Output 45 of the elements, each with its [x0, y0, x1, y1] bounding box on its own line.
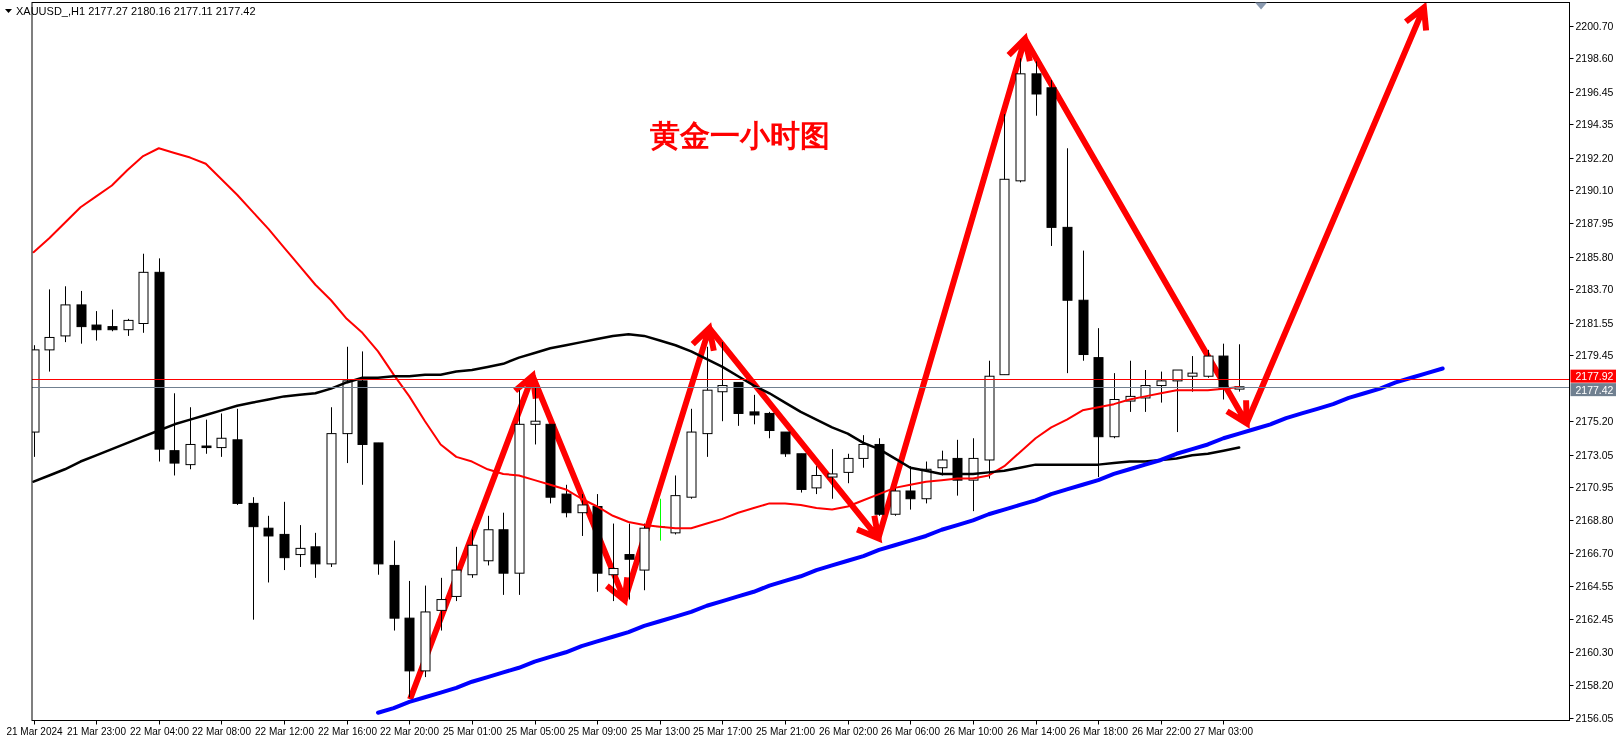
y-tick-label: 2162.45 — [1575, 612, 1614, 625]
y-tick-label: 2192.20 — [1575, 151, 1614, 164]
ref-line-label: 2177.42 — [1575, 383, 1614, 396]
x-tick-label: 26 Mar 18:00 — [1069, 726, 1129, 737]
x-tick-label: 22 Mar 08:00 — [192, 726, 252, 737]
x-tick-label: 26 Mar 06:00 — [881, 726, 941, 737]
y-tick-label: 2185.80 — [1575, 250, 1614, 263]
title: 黄金一小时图 — [649, 117, 830, 153]
y-tick-label: 2196.45 — [1575, 85, 1614, 98]
x-tick-label: 22 Mar 12:00 — [255, 726, 315, 737]
y-tick-label: 2160.30 — [1575, 646, 1614, 659]
y-tick-label: 2164.55 — [1575, 580, 1614, 593]
x-tick-label: 21 Mar 23:00 — [67, 726, 127, 737]
y-tick-label: 2181.55 — [1575, 316, 1614, 329]
x-tick-label: 21 Mar 2024 — [6, 726, 64, 737]
y-tick-label: 2179.45 — [1575, 349, 1614, 362]
y-tick-label: 2200.70 — [1575, 19, 1614, 32]
x-tick-label: 22 Mar 16:00 — [318, 726, 378, 737]
x-tick-label: 22 Mar 20:00 — [380, 726, 440, 737]
x-tick-label: 25 Mar 13:00 — [631, 726, 691, 737]
y-tick-label: 2173.05 — [1575, 448, 1614, 461]
x-tick-label: 25 Mar 21:00 — [756, 726, 816, 737]
y-tick-label: 2170.95 — [1575, 481, 1614, 494]
x-tick-label: 27 Mar 03:00 — [1194, 726, 1254, 737]
x-tick-label: 22 Mar 04:00 — [130, 726, 190, 737]
x-tick-label: 26 Mar 02:00 — [819, 726, 879, 737]
y-tick-label: 2187.95 — [1575, 217, 1614, 230]
x-tick-label: 26 Mar 14:00 — [1007, 726, 1067, 737]
y-tick-label: 2166.70 — [1575, 547, 1614, 560]
y-tick-label: 2194.35 — [1575, 118, 1614, 131]
x-tick-label: 25 Mar 01:00 — [443, 726, 503, 737]
y-tick-label: 2183.70 — [1575, 283, 1614, 296]
x-tick-label: 26 Mar 22:00 — [1132, 726, 1192, 737]
x-tick-label: 26 Mar 10:00 — [944, 726, 1004, 737]
y-tick-label: 2198.60 — [1575, 52, 1614, 65]
y-tick-label: 2156.05 — [1575, 712, 1614, 725]
y-tick-label: 2158.20 — [1575, 678, 1614, 691]
x-tick-label: 25 Mar 09:00 — [568, 726, 628, 737]
x-tick-label: 25 Mar 05:00 — [506, 726, 566, 737]
y-tick-label: 2168.80 — [1575, 514, 1614, 527]
x-tick-label: 25 Mar 17:00 — [693, 726, 753, 737]
ref-line-label: 2177.92 — [1575, 370, 1614, 383]
y-tick-label: 2175.20 — [1575, 415, 1614, 428]
y-tick-label: 2190.10 — [1575, 184, 1614, 197]
annotation: XAUUSD_,H1 2177.27 2180.16 2177.11 2177.42 — [16, 5, 256, 17]
